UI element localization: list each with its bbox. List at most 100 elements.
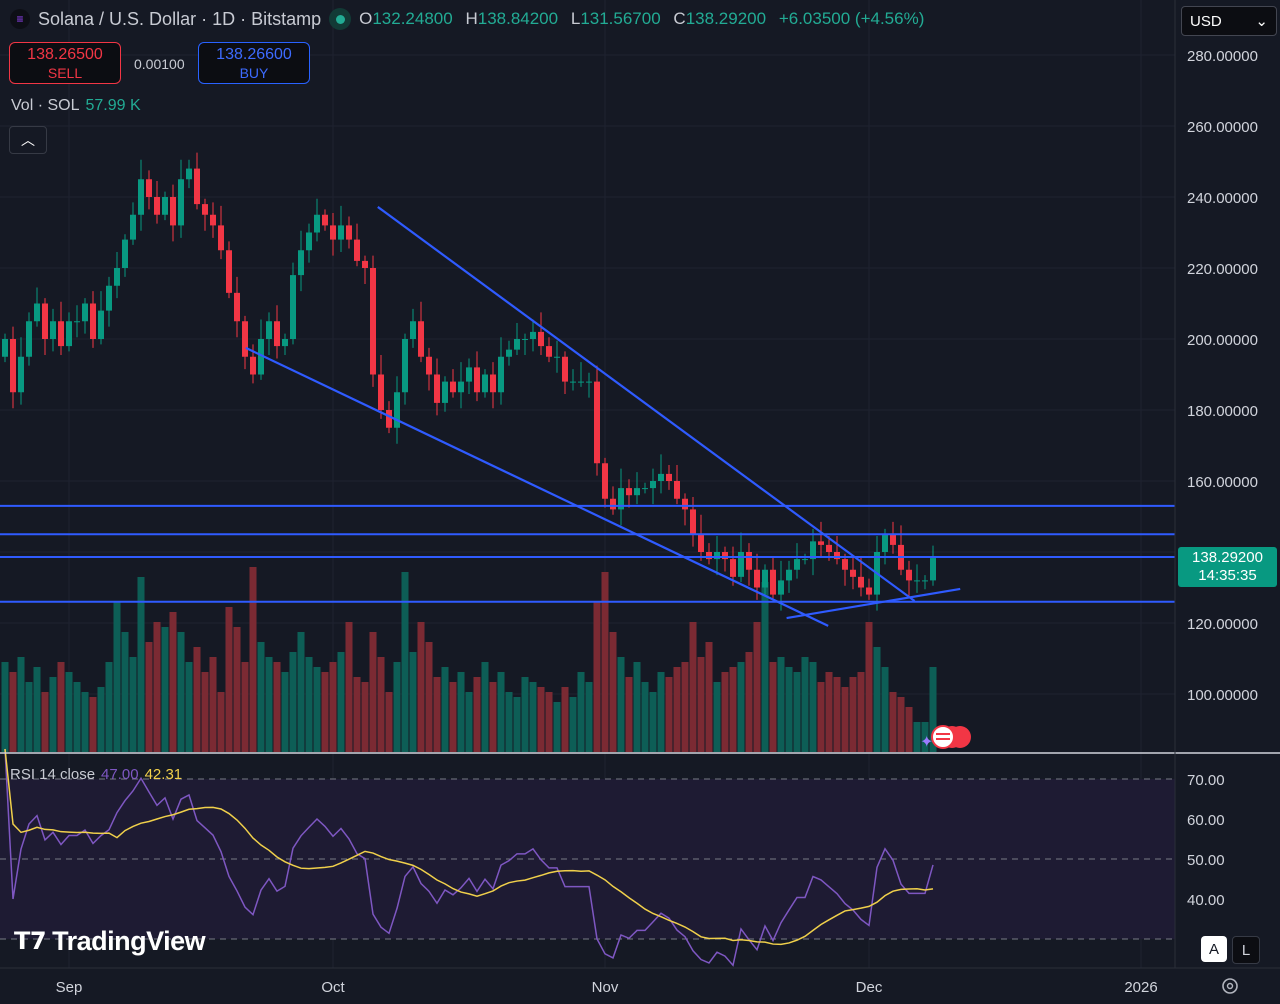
volume-bar xyxy=(777,657,785,752)
symbol-header[interactable]: ≡ Solana / U.S. Dollar · 1D · Bitstamp O… xyxy=(10,8,932,30)
log-scale-button[interactable]: L xyxy=(1232,936,1260,964)
candle-body xyxy=(90,303,96,339)
volume-bar xyxy=(689,622,697,752)
volume-bar xyxy=(121,632,129,752)
candle-body xyxy=(18,356,24,393)
candle-body xyxy=(930,558,936,581)
candle-body xyxy=(282,339,288,347)
candle-body xyxy=(234,292,240,322)
volume-bar xyxy=(401,572,409,752)
price-tick-label: 220.00000 xyxy=(1187,261,1258,278)
volume-bar xyxy=(793,672,801,752)
candle-body xyxy=(570,381,576,383)
candle-body xyxy=(698,534,704,552)
currency-select[interactable]: USD ⌄ xyxy=(1181,6,1277,36)
volume-bar xyxy=(801,657,809,752)
volume-bar xyxy=(385,692,393,752)
price-tick-label: 120.00000 xyxy=(1187,616,1258,633)
trend-line xyxy=(377,206,916,602)
candle-body xyxy=(906,569,912,581)
rsi-tick-label: 40.00 xyxy=(1187,892,1225,909)
volume-bar xyxy=(521,677,529,752)
candle-body xyxy=(666,473,672,481)
volume-bars xyxy=(1,567,937,752)
volume-legend: Vol · SOL 57.99 K xyxy=(11,97,141,114)
volume-bar xyxy=(361,682,369,752)
candle-body xyxy=(10,339,16,393)
time-tick-label: 2026 xyxy=(1124,979,1157,996)
volume-bar xyxy=(593,602,601,752)
sell-button[interactable]: 138.26500 SELL xyxy=(9,42,121,84)
auto-scale-button[interactable]: A xyxy=(1201,936,1227,962)
candle-body xyxy=(546,346,552,357)
symbol-title[interactable]: Solana / U.S. Dollar · 1D · Bitstamp xyxy=(38,8,322,29)
volume-bar xyxy=(449,682,457,752)
candle-body xyxy=(82,303,88,322)
volume-bar xyxy=(153,622,161,752)
candle-body xyxy=(114,268,120,286)
volume-bar xyxy=(481,662,489,752)
rsi-legend[interactable]: RSI 14 close 47.00 42.31 xyxy=(10,766,183,783)
volume-bar xyxy=(729,667,737,752)
candle-body xyxy=(394,392,400,428)
volume-bar xyxy=(193,647,201,752)
volume-bar xyxy=(745,652,753,752)
volume-bar xyxy=(465,692,473,752)
volume-bar xyxy=(529,682,537,752)
candle-body xyxy=(434,374,440,403)
market-status-icon[interactable] xyxy=(329,8,352,30)
volume-bar xyxy=(417,622,425,752)
volume-bar xyxy=(713,682,721,752)
candle-body xyxy=(74,321,80,323)
candle-body xyxy=(58,321,64,347)
candle-body xyxy=(866,587,872,595)
volume-bar xyxy=(761,582,769,752)
candle-body xyxy=(338,225,344,240)
events-flags-icon[interactable]: ✦ xyxy=(920,725,971,751)
volume-bar xyxy=(929,667,937,752)
volume-bar xyxy=(889,692,897,752)
volume-bar xyxy=(665,677,673,752)
volume-bar xyxy=(321,672,329,752)
volume-bar xyxy=(849,677,857,752)
time-tick-label: Dec xyxy=(856,979,883,996)
candle-body xyxy=(418,321,424,357)
volume-bar xyxy=(97,687,105,752)
volume-bar xyxy=(841,687,849,752)
volume-bar xyxy=(681,662,689,752)
volume-bar xyxy=(817,682,825,752)
volume-bar xyxy=(89,697,97,752)
volume-bar xyxy=(337,652,345,752)
candle-body xyxy=(714,552,720,560)
volume-bar xyxy=(113,602,121,752)
candle-body xyxy=(834,552,840,560)
collapse-legend-button[interactable]: ︿ xyxy=(9,126,47,154)
price-tick-label: 260.00000 xyxy=(1187,119,1258,136)
candle-body xyxy=(706,552,712,560)
candle-body xyxy=(186,168,192,180)
volume-bar xyxy=(297,632,305,752)
candle-body xyxy=(194,168,200,205)
candle-body xyxy=(634,488,640,496)
volume-bar xyxy=(409,652,417,752)
candle-body xyxy=(730,559,736,577)
time-tick-label: Oct xyxy=(321,979,345,996)
candle-body xyxy=(98,310,104,339)
candle-body xyxy=(122,239,128,268)
candle-body xyxy=(490,374,496,393)
solana-logo-icon: ≡ xyxy=(10,9,30,29)
candle-body xyxy=(298,250,304,276)
settings-icon[interactable] xyxy=(1222,978,1238,994)
buy-button[interactable]: 138.26600 BUY xyxy=(198,42,310,84)
volume-bar xyxy=(881,667,889,752)
candle-body xyxy=(538,331,544,347)
candle-body xyxy=(354,239,360,261)
candle-body xyxy=(922,580,928,582)
svg-text:✦: ✦ xyxy=(920,734,933,751)
volume-bar xyxy=(769,662,777,752)
candle-body xyxy=(562,356,568,382)
candle-body xyxy=(690,509,696,535)
drawings[interactable] xyxy=(0,206,1175,627)
volume-bar xyxy=(697,657,705,752)
